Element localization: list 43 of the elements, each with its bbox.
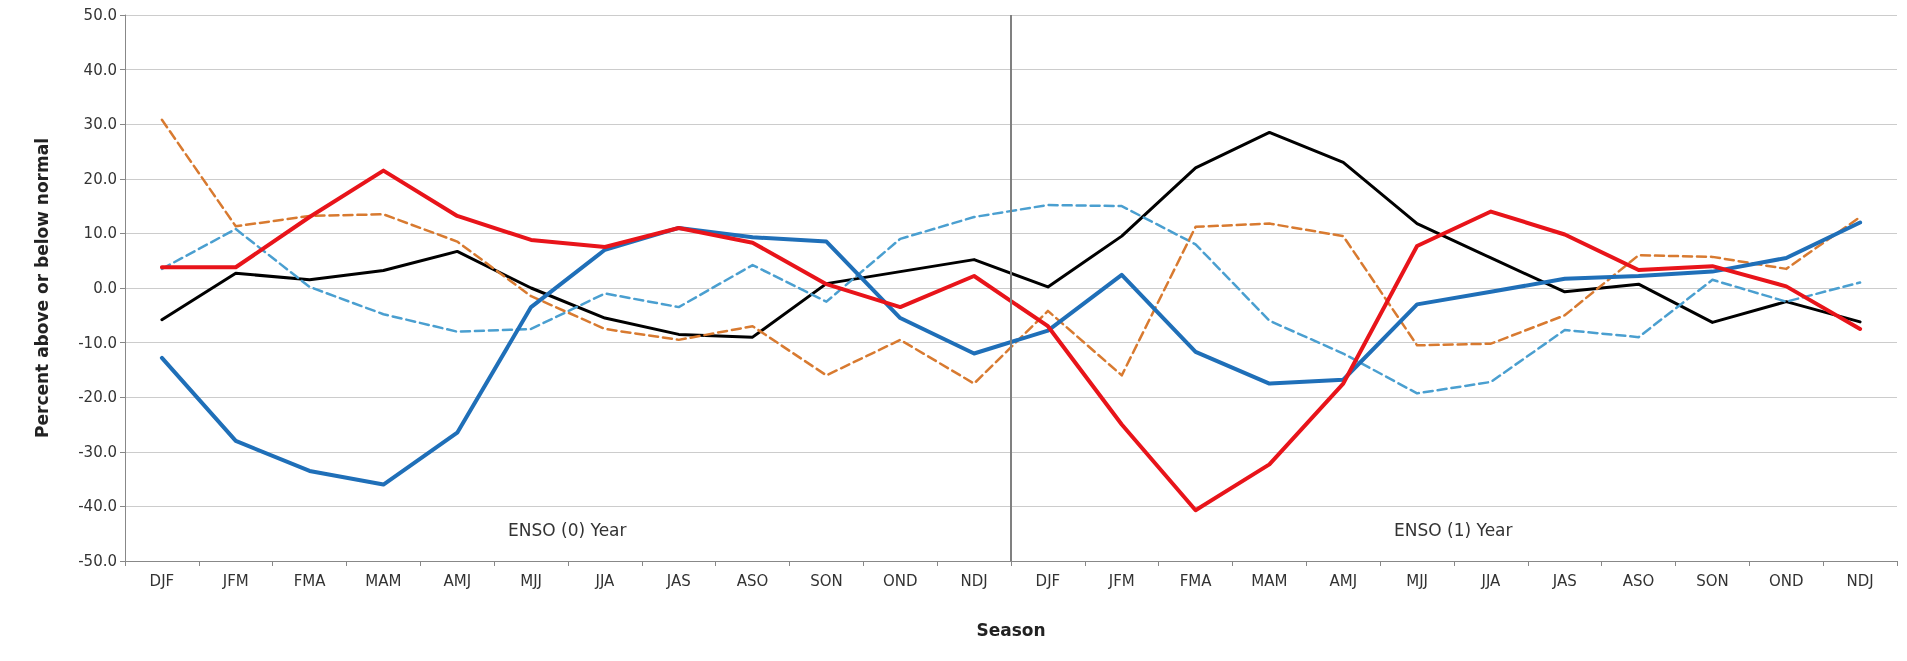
y-tick-label: -20.0 xyxy=(78,388,117,407)
y-tick-label: 0.0 xyxy=(93,279,117,297)
x-tick-label: MAM xyxy=(365,571,402,590)
y-axis-title: Percent above or below normal xyxy=(31,138,52,438)
x-tick-label: AMJ xyxy=(1329,571,1358,590)
x-axis-title: Season xyxy=(976,619,1046,640)
x-tick-label: MAM xyxy=(1251,571,1288,590)
x-tick-label: FMA xyxy=(293,571,327,590)
line-series xyxy=(160,130,1862,339)
y-tick-label: 50.0 xyxy=(83,6,117,24)
x-tick-label: JAS xyxy=(1551,571,1577,590)
x-tick-label: MJJ xyxy=(1406,571,1428,590)
line-series xyxy=(159,220,1863,487)
y-tick-label: 30.0 xyxy=(83,115,117,134)
y-tick-label: 10.0 xyxy=(83,224,117,243)
x-tick-label: DJF xyxy=(149,571,175,590)
y-tick-label: -50.0 xyxy=(78,552,117,570)
line-series xyxy=(160,203,1862,395)
line-series xyxy=(159,168,1863,513)
y-tick-label: -10.0 xyxy=(78,333,117,352)
x-tick-label: JAS xyxy=(665,571,691,590)
x-tick-label: AMJ xyxy=(443,571,472,590)
y-tick-label: 40.0 xyxy=(83,60,117,79)
y-tick-label: -40.0 xyxy=(78,497,117,516)
annotation: ENSO (1) Year xyxy=(1394,519,1513,540)
x-tick-label: OND xyxy=(882,571,918,590)
x-tick-label: SON xyxy=(1696,571,1729,590)
x-tick-label: JJA xyxy=(1480,571,1502,590)
y-tick-label: 20.0 xyxy=(83,169,117,188)
x-tick-label: JFM xyxy=(1107,571,1135,590)
x-tick-label: NDJ xyxy=(1846,571,1874,590)
x-tick-label: JFM xyxy=(221,571,249,590)
x-tick-label: NDJ xyxy=(960,571,988,590)
x-tick-label: FMA xyxy=(1179,571,1213,590)
x-tick-label: OND xyxy=(1768,571,1804,590)
x-tick-label: ASO xyxy=(1622,571,1655,590)
x-tick-label: SON xyxy=(810,571,843,590)
x-tick-label: ASO xyxy=(736,571,769,590)
x-tick-label: MJJ xyxy=(520,571,542,590)
x-tick-label: DJF xyxy=(1035,571,1061,590)
annotation: ENSO (0) Year xyxy=(508,519,627,540)
x-tick-label: JJA xyxy=(594,571,616,590)
y-tick-label: -30.0 xyxy=(78,442,117,461)
